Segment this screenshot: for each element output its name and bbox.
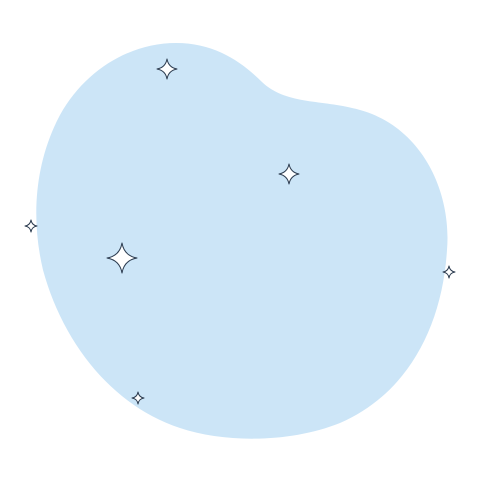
sparkle-icon — [25, 220, 37, 232]
blob-shape — [36, 43, 447, 439]
